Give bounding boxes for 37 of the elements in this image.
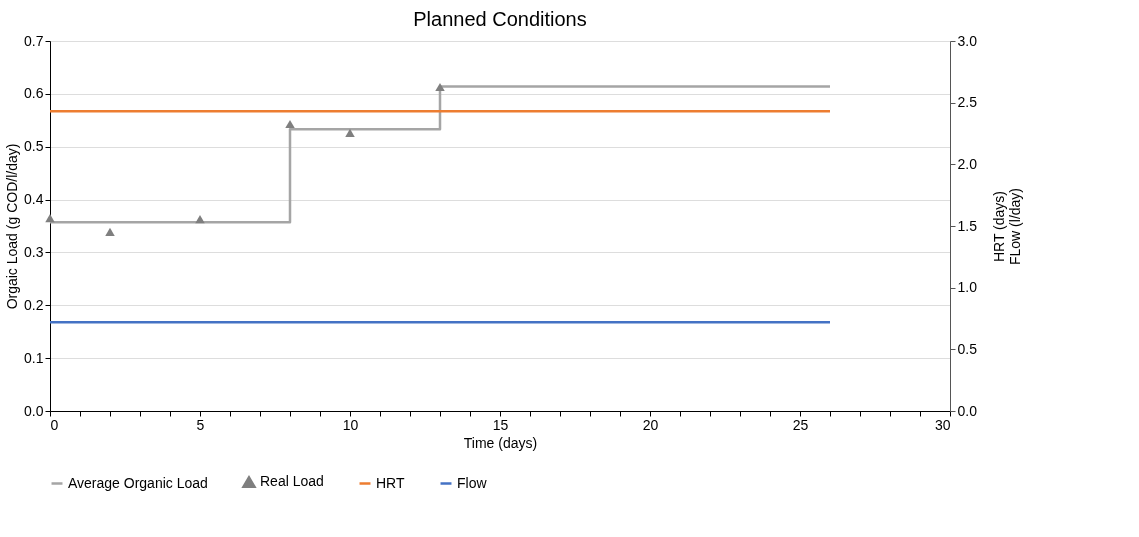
point — [435, 82, 445, 92]
y2-tick-label: 2.5 — [957, 94, 978, 111]
x-axis-title: Time (days) — [463, 434, 538, 451]
text: HRT (days) — [990, 190, 1007, 263]
y2-tick-label: 0.5 — [957, 340, 978, 357]
point — [285, 119, 295, 129]
y-tick-label: 0.3 — [24, 243, 44, 260]
point — [45, 213, 55, 223]
legend-label: Flow — [457, 474, 488, 491]
legend-label: Average Organic Load — [68, 474, 208, 491]
point — [345, 128, 355, 138]
y2-tick-label: 0.0 — [957, 402, 978, 419]
x-tick-label: 25 — [792, 416, 809, 433]
y2-tick-label: 2.0 — [957, 155, 978, 172]
y-axis-title: Orgaic Load (g COD/l/day) — [4, 143, 21, 310]
x-tick-label: 30 — [934, 416, 951, 433]
legend-label: HRT — [376, 474, 405, 491]
y-tick-label: 0.5 — [24, 138, 44, 155]
y2-tick-label: 1.0 — [957, 279, 978, 296]
y2-tick-label: 1.5 — [957, 217, 978, 234]
y-tick-label: 0.2 — [24, 296, 44, 313]
y-tick-label: 0.0 — [24, 402, 44, 419]
y-tick-label: 0.4 — [24, 191, 44, 208]
y2-tick-label: 3.0 — [957, 32, 978, 49]
text: FLow (l/day) — [1006, 187, 1023, 266]
x-tick-label: 10 — [342, 416, 359, 433]
x-tick-label: 0 — [50, 416, 59, 433]
legend-label: Real Load — [260, 473, 324, 490]
x-tick-label: 5 — [196, 416, 205, 433]
point — [105, 227, 115, 236]
x-tick-label: 15 — [492, 416, 509, 433]
y-tick-label: 0.7 — [24, 32, 44, 49]
y-tick-label: 0.1 — [24, 349, 44, 366]
point — [195, 215, 205, 224]
x-tick-label: 20 — [642, 416, 659, 433]
chart-title: Planned Conditions — [413, 8, 587, 30]
y-tick-label: 0.6 — [24, 85, 44, 102]
